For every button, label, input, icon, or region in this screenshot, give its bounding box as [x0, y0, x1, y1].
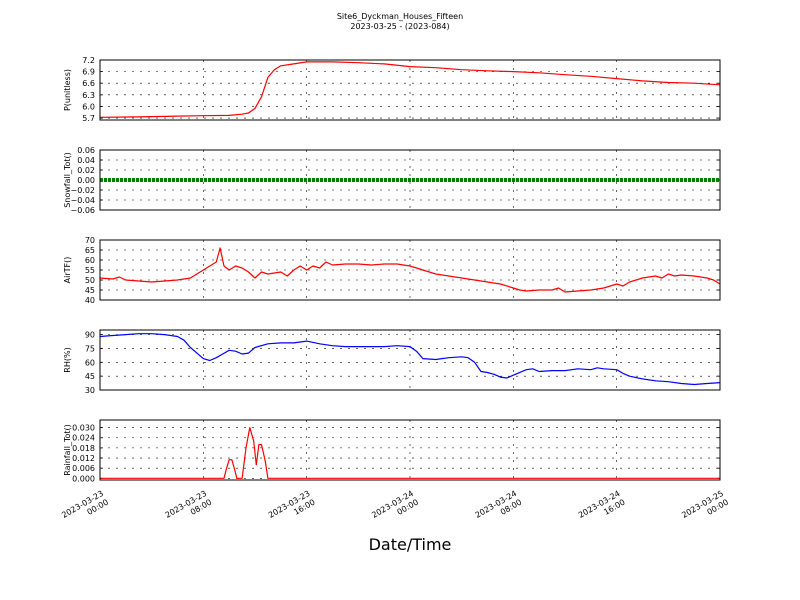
panel-4: 30 45 60 75 90 RH(%) [63, 329, 721, 395]
y-tick-label: 45 [85, 372, 95, 381]
y-tick-label: 0.030 [72, 424, 95, 433]
y-tick-label: 45 [85, 286, 95, 295]
y-axis-label: AirTF() [63, 257, 72, 284]
x-tick-label: 2023-03-2308:00 [164, 489, 214, 529]
y-axis-label: Rainfall_Tot() [63, 424, 72, 476]
y-tick-label: 0.018 [72, 444, 95, 453]
y-axis-label: RH(%) [63, 347, 72, 372]
y-tick-label: 0.04 [77, 156, 95, 165]
y-tick-label: 55 [85, 266, 95, 275]
x-axis-tick-labels: 2023-03-2300:00 2023-03-2308:00 2023-03-23… [60, 489, 730, 529]
y-tick-label: 0.00 [77, 176, 95, 185]
y-tick-label: 0.006 [72, 464, 95, 473]
x-tick-label: 2023-03-2400:00 [370, 489, 420, 529]
y-tick-label: 90 [85, 331, 95, 340]
panels-group: 5.7 6.0 6.3 6.6 6.9 7.2 P(unitless) −0.06−0.04−… [63, 56, 721, 483]
panel-5: 0.0000.0060.0120.0180.0240.030Rainfall_T… [63, 419, 721, 483]
series-line-4 [99, 333, 721, 386]
y-tick-label: 6.9 [82, 68, 95, 77]
series-line-1 [99, 61, 721, 118]
panel-frame [99, 59, 721, 121]
y-axis-label: P(unitless) [63, 69, 72, 111]
y-tick-label: 70 [85, 236, 95, 245]
panel-frame [99, 149, 721, 211]
x-tick-label: 2023-03-2500:00 [680, 489, 730, 529]
y-tick-label: 6.6 [82, 79, 95, 88]
y-tick-label: 0.012 [72, 454, 95, 463]
y-tick-label: 5.7 [82, 114, 95, 123]
y-tick-label: 40 [85, 296, 95, 305]
y-axis-label: Snowfall_Tot() [63, 152, 72, 208]
y-tick-label: 0.024 [72, 434, 95, 443]
x-tick-label: 2023-03-2300:00 [60, 489, 110, 529]
panel-frame [99, 239, 721, 301]
panel-2: −0.06−0.04−0.020.000.020.040.06 Snowfall_… [63, 146, 721, 215]
y-tick-label: −0.04 [70, 196, 95, 205]
y-tick-label: 6.0 [82, 102, 95, 111]
panel-frame [99, 329, 721, 391]
y-tick-label: −0.02 [70, 186, 95, 195]
y-tick-label: 7.2 [82, 56, 95, 65]
y-tick-label: 0.06 [77, 146, 95, 155]
y-tick-label: 60 [85, 358, 95, 367]
y-tick-label: 0.02 [77, 166, 95, 175]
x-tick-label: 2023-03-2408:00 [474, 489, 524, 529]
y-tick-label: 60 [85, 256, 95, 265]
y-tick-label: 0.000 [72, 474, 95, 483]
series-line-5 [100, 427, 720, 479]
y-tick-label: 75 [85, 344, 95, 353]
y-tick-label: 65 [85, 246, 95, 255]
y-tick-label: 6.3 [82, 91, 95, 100]
x-tick-label: 2023-03-2416:00 [577, 489, 627, 529]
chart-subtitle: 2023-03-25 - (2023-084) [350, 22, 449, 31]
x-tick-label: 2023-03-2316:00 [267, 489, 317, 529]
y-tick-label: 30 [85, 386, 95, 395]
panel-1: 5.7 6.0 6.3 6.6 6.9 7.2 P(unitless) [63, 56, 721, 123]
y-tick-label: 50 [85, 276, 95, 285]
x-axis-label: Date/Time [369, 535, 452, 554]
chart-title: Site6_Dyckman_Houses_Fifteen [337, 12, 463, 21]
y-tick-label: −0.06 [70, 206, 95, 215]
series-line-3 [99, 247, 721, 293]
panel-frame [99, 419, 721, 481]
